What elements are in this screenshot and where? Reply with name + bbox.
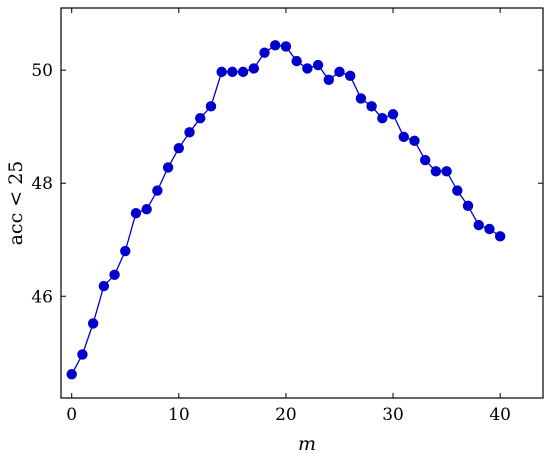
data-point [387, 109, 399, 120]
data-point [259, 47, 270, 58]
data-point [452, 185, 463, 196]
data-point [216, 66, 227, 78]
data-point [152, 185, 163, 196]
data-point [120, 245, 131, 257]
data-point [162, 162, 174, 173]
data-point [409, 135, 420, 147]
data-point [237, 66, 249, 78]
x-axis-label: m [298, 433, 316, 455]
x-tick-label: 10 [168, 405, 190, 425]
data-point [377, 113, 388, 124]
data-point [398, 131, 409, 143]
plot-area [66, 40, 506, 380]
data-point [87, 318, 99, 329]
y-tick-label: 46 [31, 287, 53, 307]
data-point [494, 231, 506, 242]
x-tick-label: 0 [66, 405, 77, 425]
data-point [312, 59, 324, 71]
data-point [345, 70, 356, 82]
data-point [109, 269, 120, 280]
data-point [184, 127, 195, 138]
x-tick-label: 30 [382, 405, 404, 425]
data-point [195, 113, 206, 124]
data-point [98, 280, 110, 292]
data-point [302, 63, 313, 74]
data-point [141, 204, 152, 215]
y-axis-label: acc < 25 [5, 161, 27, 246]
data-point [419, 154, 431, 166]
data-point [248, 63, 259, 74]
data-point [77, 349, 88, 360]
data-point [462, 200, 474, 212]
x-tick-label: 20 [275, 405, 297, 425]
data-point [430, 166, 442, 177]
data-point [291, 55, 302, 67]
data-point [473, 219, 484, 231]
data-point [130, 207, 142, 219]
data-point [484, 223, 495, 235]
data-point [205, 101, 217, 112]
data-point [323, 74, 334, 85]
y-tick-label: 50 [31, 61, 53, 81]
data-point [227, 66, 238, 78]
data-point [66, 369, 77, 380]
data-point [280, 41, 292, 52]
data-point [270, 40, 281, 51]
data-point [173, 142, 185, 154]
data-point [366, 101, 377, 112]
y-tick-label: 48 [31, 174, 53, 194]
axes-frame [60, 7, 544, 399]
data-point [355, 93, 367, 104]
data-point [441, 166, 452, 177]
data-point [334, 66, 345, 78]
ticks: 0 10 20 30 40 46 48 50 [31, 8, 543, 425]
x-tick-label: 40 [489, 405, 511, 425]
